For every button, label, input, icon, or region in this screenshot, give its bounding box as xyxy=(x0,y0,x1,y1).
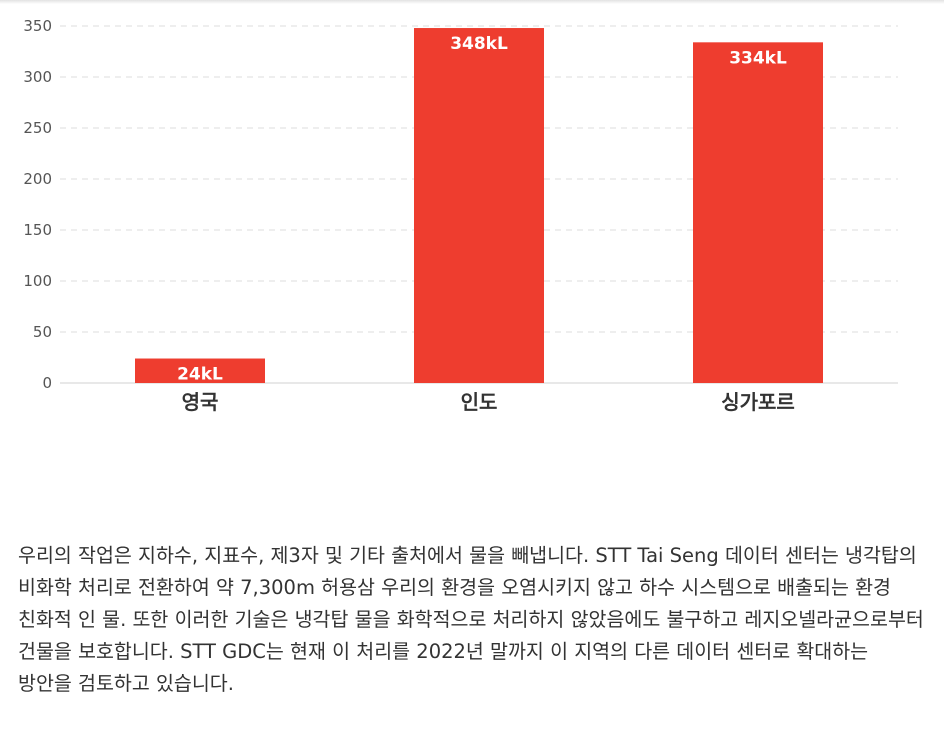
category-label: 영국 xyxy=(182,390,219,414)
bar-value-label: 24kL xyxy=(177,365,223,385)
bars xyxy=(135,28,823,383)
y-axis-ticks: 0 50 100 150 200 250 300 350 xyxy=(23,17,52,392)
bar-chart: 0 50 100 150 200 250 300 350 24kL 348kL 334kL 영국 인… xyxy=(23,17,898,414)
category-label: 싱가포르 xyxy=(721,390,795,414)
y-tick-label: 200 xyxy=(23,170,52,188)
category-label: 인도 xyxy=(461,390,498,414)
y-tick-label: 100 xyxy=(23,272,52,290)
bar xyxy=(135,358,265,383)
value-labels: 24kL 348kL 334kL xyxy=(177,34,787,384)
y-tick-label: 300 xyxy=(23,68,52,86)
bar-value-label: 334kL xyxy=(729,48,787,68)
y-tick-label: 250 xyxy=(23,119,52,137)
y-tick-label: 150 xyxy=(23,221,52,239)
y-tick-label: 350 xyxy=(23,17,52,35)
y-tick-label: 50 xyxy=(33,323,52,341)
bar-value-label: 348kL xyxy=(450,34,508,54)
description-paragraph: 우리의 작업은 지하수, 지표수, 제3자 및 기타 출처에서 물을 빼냅니다.… xyxy=(18,544,924,695)
bar xyxy=(693,42,823,383)
category-labels: 영국 인도 싱가포르 xyxy=(182,390,795,414)
y-tick-label: 0 xyxy=(42,374,52,392)
bar xyxy=(414,28,544,383)
top-divider xyxy=(0,0,944,4)
